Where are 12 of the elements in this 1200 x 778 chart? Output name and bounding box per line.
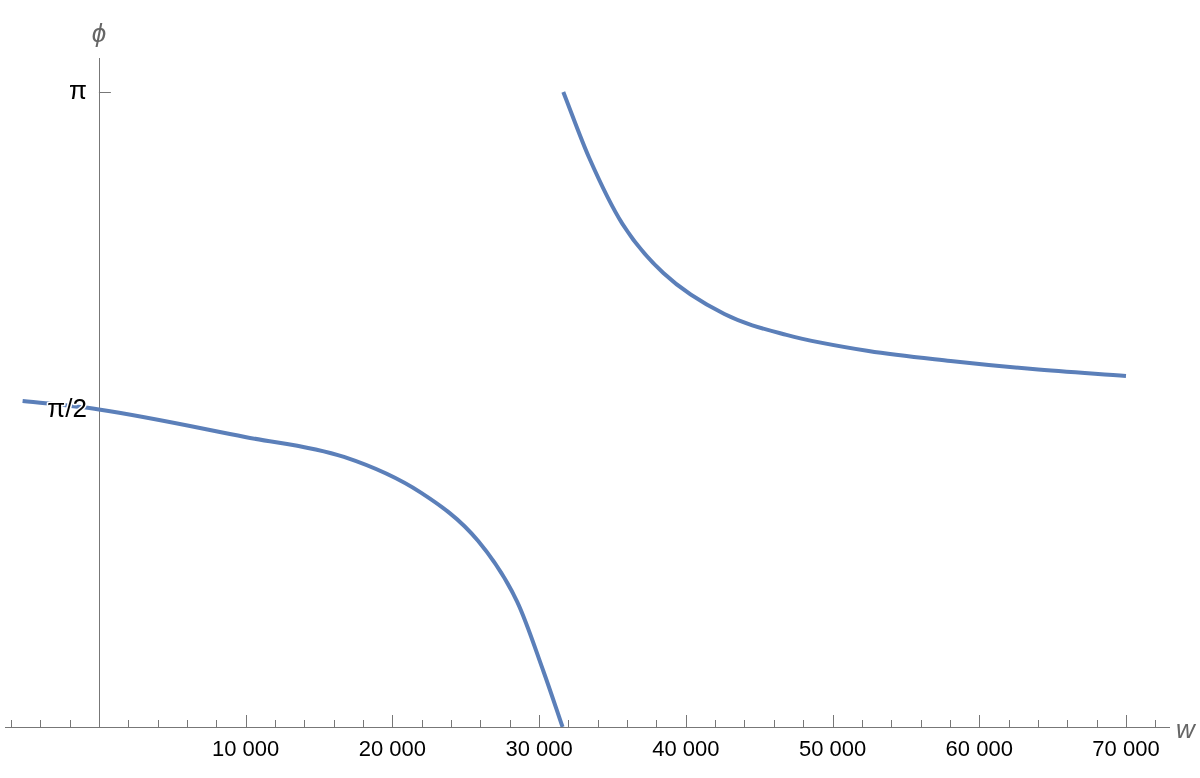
- x-tick-label: 30 000: [505, 736, 573, 762]
- x-tick-label: 40 000: [652, 736, 720, 762]
- line-series: [20, 398, 565, 727]
- x-tick-label: 10 000: [211, 736, 280, 762]
- x-tick-label: 70 000: [1092, 736, 1160, 762]
- x-axis-title: w: [1176, 714, 1197, 745]
- x-tick-label: 50 000: [798, 736, 867, 762]
- x-tick-label: 20 000: [358, 736, 426, 762]
- y-axis-title: ϕ: [91, 18, 107, 49]
- line-series: [561, 89, 1128, 378]
- y-tick-label: π: [68, 75, 87, 106]
- x-tick-label: 60 000: [945, 736, 1013, 762]
